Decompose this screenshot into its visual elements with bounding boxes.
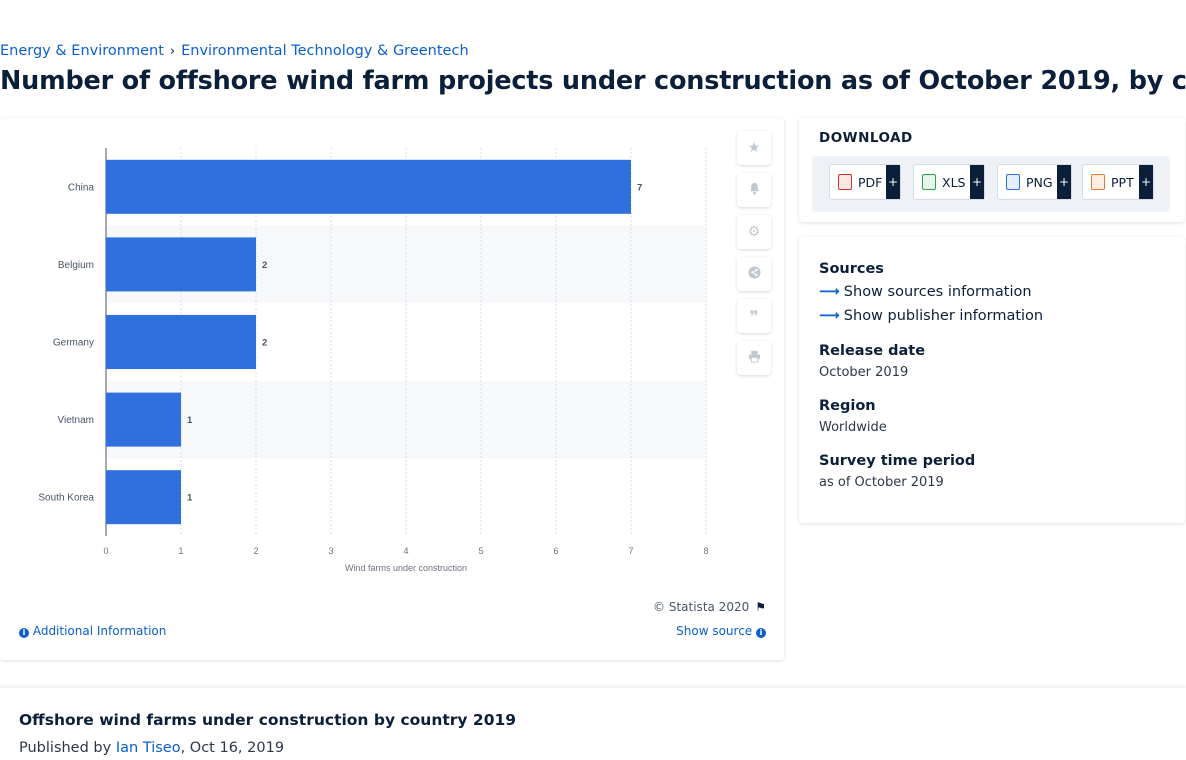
region-label: Region [819,398,876,414]
page-title: Number of offshore wind farm projects un… [0,66,1186,96]
print-icon [748,350,761,367]
show-sources-label: Show sources information [844,284,1032,300]
xls-file-icon [922,174,936,190]
show-source-label: Show source [676,624,752,638]
additional-info-label: Additional Information [33,624,167,638]
published-info: Published by Ian Tiseo, Oct 16, 2019 [19,740,284,756]
published-by-label: Published by [19,740,111,756]
share-icon [748,266,761,283]
download-xls-label: XLS [942,175,965,190]
data-label: 2 [262,338,267,349]
download-pdf-label: PDF [858,175,882,190]
x-axis-title: Wind farms under construction [345,563,467,573]
data-label: 2 [262,260,267,271]
copyright-text: © Statista 2020 [653,600,749,614]
breadcrumb-energy-environment[interactable]: Energy & Environment [0,43,164,59]
breadcrumb-environmental-technology[interactable]: Environmental Technology & Greentech [181,43,469,59]
pdf-file-icon [838,174,852,190]
show-source-link[interactable]: Show source i [676,624,766,638]
show-publisher-label: Show publisher information [844,308,1043,324]
x-tick-label: 5 [478,546,483,556]
cite-button[interactable]: ❞ [737,299,771,333]
gear-icon: ⚙ [748,224,761,240]
copyright-notice: © Statista 2020 ⚑ [653,600,766,614]
download-png-button[interactable]: PNG + [997,164,1072,200]
settings-button[interactable]: ⚙ [737,215,771,249]
flag-icon[interactable]: ⚑ [755,600,766,614]
sources-label: Sources [819,261,884,277]
favorite-button[interactable]: ★ [737,131,771,165]
release-date-label: Release date [819,343,925,359]
bar[interactable] [106,315,256,369]
category-label: Germany [53,338,94,349]
description-title: Offshore wind farms under construction b… [19,711,516,729]
additional-info-link[interactable]: i Additional Information [19,624,166,638]
x-tick-label: 7 [628,546,633,556]
print-button[interactable] [737,341,771,375]
download-pdf-button[interactable]: PDF + [829,164,901,200]
download-card: DOWNLOAD PDF + XLS + PNG + PPT + [799,118,1185,222]
release-date-value: October 2019 [819,365,908,380]
category-label: Belgium [58,260,94,271]
download-buttons: PDF + XLS + PNG + PPT + [812,156,1170,212]
breadcrumb: Energy & Environment › Environmental Techn… [0,43,469,59]
download-png-label: PNG [1026,175,1053,190]
x-tick-label: 6 [553,546,558,556]
survey-period-label: Survey time period [819,453,975,469]
breadcrumb-separator: › [170,44,175,59]
chart-card: 0 1 2 3 4 5 6 7 8 China 7 Belgium 2 Germany 2 Vietnam 1 S… [0,118,784,660]
quote-icon: ❞ [749,307,758,326]
data-label: 1 [187,493,193,504]
data-label: 1 [187,415,193,426]
show-publisher-link[interactable]: ⟶ Show publisher information [819,308,1043,324]
x-tick-label: 3 [328,546,333,556]
bar[interactable] [106,160,631,214]
arrow-right-icon: ⟶ [819,308,840,324]
x-tick-label: 1 [178,546,183,556]
x-tick-label: 4 [403,546,408,556]
author-link[interactable]: Ian Tiseo [116,740,181,756]
bar-chart: 0 1 2 3 4 5 6 7 8 China 7 Belgium 2 Germany 2 Vietnam 1 S… [0,118,730,588]
plus-icon: + [1057,165,1071,199]
category-label: South Korea [38,493,94,504]
info-icon: i [756,628,766,638]
description-card: Offshore wind farms under construction b… [0,688,1186,760]
info-icon: i [19,628,29,638]
data-label: 7 [637,182,642,193]
arrow-right-icon: ⟶ [819,284,840,300]
download-title: DOWNLOAD [819,130,913,146]
survey-period-value: as of October 2019 [819,475,944,490]
download-ppt-label: PPT [1111,175,1134,190]
category-label: Vietnam [57,415,94,426]
x-tick-label: 8 [703,546,708,556]
download-xls-button[interactable]: XLS + [913,164,985,200]
category-label: China [68,182,95,193]
notify-button[interactable] [737,173,771,207]
star-icon: ★ [748,140,761,156]
published-date: , Oct 16, 2019 [181,740,284,756]
bar[interactable] [106,393,181,447]
region-value: Worldwide [819,420,887,435]
ppt-file-icon [1091,174,1105,190]
statistic-details-card: Sources ⟶ Show sources information ⟶ Show … [799,237,1185,523]
show-sources-link[interactable]: ⟶ Show sources information [819,284,1032,300]
plus-icon: + [886,165,900,199]
plus-icon: + [970,165,984,199]
chart-toolbar: ★ ⚙ ❞ [737,131,771,383]
bell-icon [748,182,761,199]
bar[interactable] [106,470,181,524]
x-tick-label: 2 [253,546,258,556]
share-button[interactable] [737,257,771,291]
x-tick-label: 0 [103,546,108,556]
png-file-icon [1006,174,1020,190]
bar[interactable] [106,237,256,291]
plus-icon: + [1139,165,1153,199]
download-ppt-button[interactable]: PPT + [1082,164,1154,200]
